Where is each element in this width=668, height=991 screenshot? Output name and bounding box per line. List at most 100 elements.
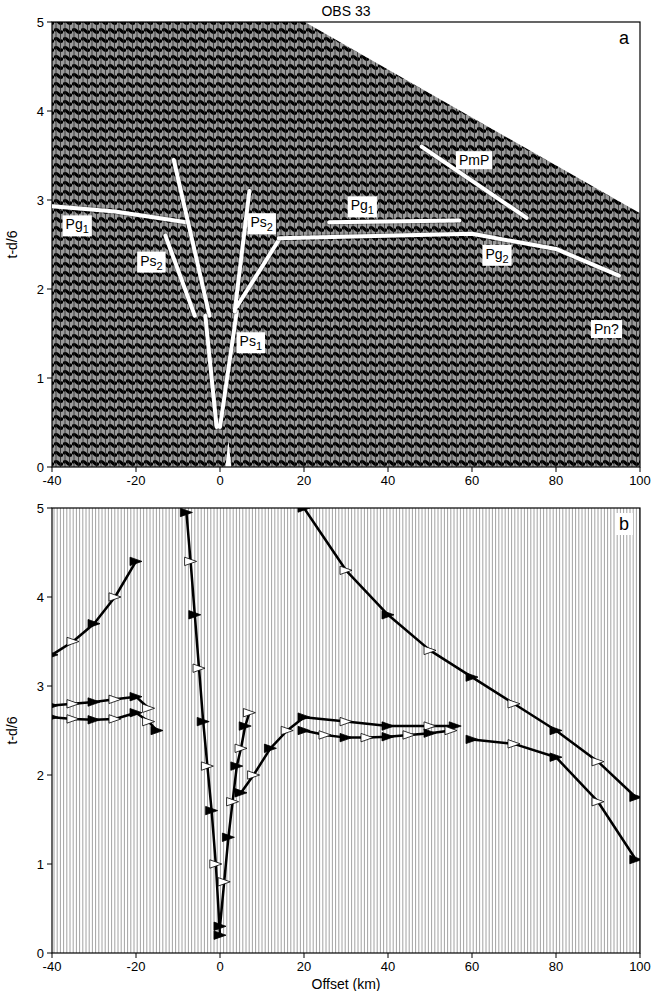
x-tick-label: 20 <box>297 473 311 488</box>
marker <box>340 733 352 741</box>
y-tick-label: 2 <box>37 282 44 297</box>
marker <box>239 722 251 730</box>
x-tick <box>304 953 305 958</box>
marker <box>67 700 79 708</box>
series-group <box>52 508 640 939</box>
marker <box>248 771 260 779</box>
x-tick <box>472 467 473 472</box>
marker <box>630 855 640 863</box>
marker <box>227 798 239 806</box>
y-tick-label: 4 <box>37 104 44 119</box>
traveltime-curve <box>241 717 455 793</box>
traveltime-curve <box>220 713 249 927</box>
traveltime-curve <box>52 561 136 654</box>
marker <box>319 731 331 739</box>
panel-letter: b <box>619 514 629 534</box>
plot-frame <box>52 22 640 467</box>
marker <box>197 717 209 725</box>
x-tick-label: 100 <box>629 959 651 974</box>
phase-label-bg <box>137 252 165 273</box>
marker <box>508 700 520 708</box>
marker <box>382 722 394 730</box>
marker <box>466 673 478 681</box>
phase-label-bg <box>482 245 511 266</box>
y-tick-label: 1 <box>37 371 44 386</box>
marker <box>298 713 310 721</box>
phase-pick <box>422 147 527 218</box>
y-tick <box>47 508 52 509</box>
marker <box>630 793 640 801</box>
plot-frame <box>52 508 640 953</box>
phase-label: Pg1 <box>351 197 374 216</box>
direct-wave <box>225 440 231 467</box>
x-tick <box>556 467 557 472</box>
marker <box>189 611 201 619</box>
marker <box>424 729 436 737</box>
y-tick-label: 0 <box>37 460 44 475</box>
panel-letter: a <box>619 28 630 48</box>
marker <box>382 611 394 619</box>
marker <box>361 733 373 741</box>
x-tick <box>52 953 53 958</box>
y-tick-label: 3 <box>37 193 44 208</box>
phase-label-bg <box>63 215 92 236</box>
marker <box>143 717 155 725</box>
marker <box>550 726 562 734</box>
x-tick <box>472 953 473 958</box>
phase-pick <box>205 311 237 427</box>
figure: -40-20020406080100012345t-d/6OBS 33Pg1Ps… <box>0 0 668 991</box>
phase-pick-halo <box>422 147 527 218</box>
marker <box>243 709 255 717</box>
marker <box>88 716 100 724</box>
marker <box>340 566 352 574</box>
marker <box>222 833 234 841</box>
x-tick-label: 20 <box>297 959 311 974</box>
y-tick <box>47 22 52 23</box>
x-tick-label: 80 <box>549 473 563 488</box>
y-tick <box>47 686 52 687</box>
marker <box>130 557 142 565</box>
marker <box>592 757 604 765</box>
x-tick-label: 40 <box>381 473 395 488</box>
marker <box>298 508 310 512</box>
phase-pick-halo <box>279 234 619 276</box>
x-tick-label: -40 <box>43 959 62 974</box>
phase-label: Ps2 <box>250 214 272 233</box>
marker <box>52 651 58 659</box>
phase-pick-halo <box>235 191 279 311</box>
x-tick <box>640 467 641 472</box>
marker <box>592 798 604 806</box>
y-tick <box>47 378 52 379</box>
x-tick <box>556 953 557 958</box>
x-tick-label: 80 <box>549 959 563 974</box>
marker <box>403 731 415 739</box>
marker <box>52 713 58 721</box>
marker <box>109 593 121 601</box>
phase-pick-halo <box>205 311 237 427</box>
y-tick <box>47 953 52 954</box>
y-tick <box>47 200 52 201</box>
phase-pick-halo <box>329 220 459 222</box>
y-tick <box>47 289 52 290</box>
marker <box>151 726 163 734</box>
marker <box>143 704 155 712</box>
x-tick <box>304 467 305 472</box>
y-axis-title: t-d/6 <box>4 716 20 744</box>
y-axis-title: t-d/6 <box>4 230 20 258</box>
phase-label-bg <box>456 151 492 169</box>
marker <box>193 664 205 672</box>
panel-letter-bg <box>615 513 633 535</box>
x-axis-title: Offset (km) <box>312 976 381 991</box>
x-tick-label: 60 <box>465 959 479 974</box>
synthetic-traces <box>54 508 640 953</box>
phase-pick-halo <box>165 160 209 316</box>
phase-label: Pg1 <box>66 216 89 235</box>
marker <box>130 709 142 717</box>
marker <box>508 740 520 748</box>
chart-title: OBS 33 <box>321 3 370 19</box>
phase-pick <box>329 220 459 222</box>
marker <box>201 762 213 770</box>
traveltime-curve <box>472 739 636 859</box>
x-tick <box>136 467 137 472</box>
y-tick-label: 1 <box>37 857 44 872</box>
